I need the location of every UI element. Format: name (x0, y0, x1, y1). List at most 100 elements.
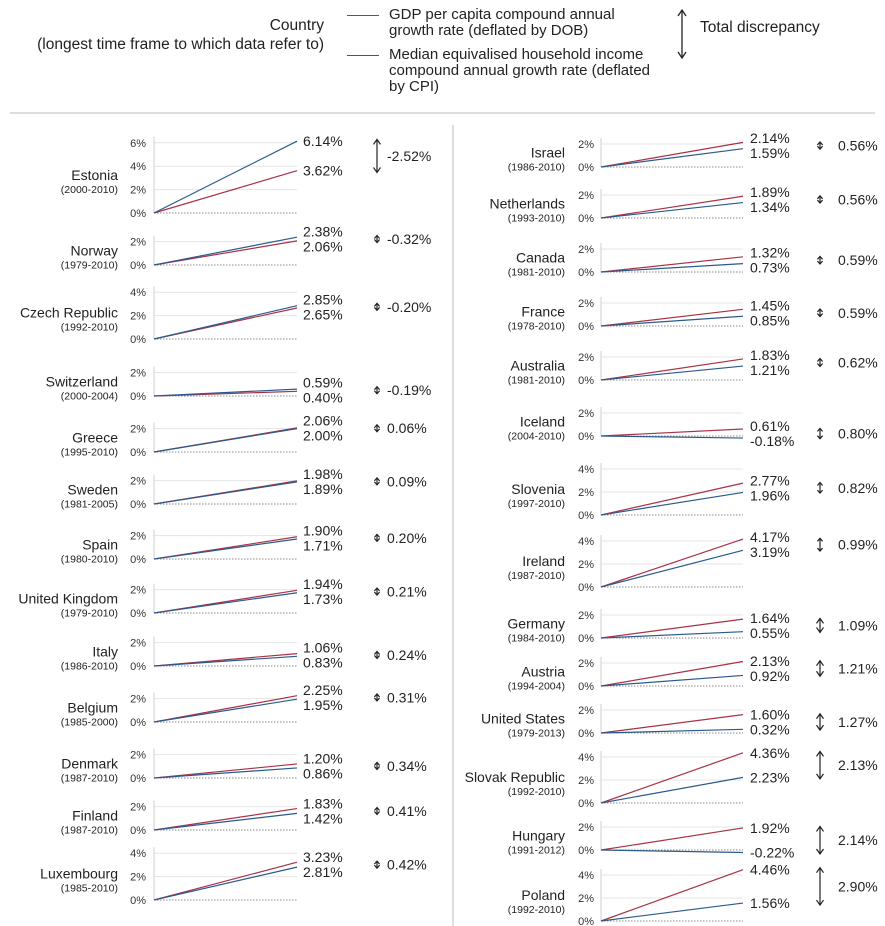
country-name: Israel (531, 145, 565, 161)
country-header-title: Country (269, 17, 324, 34)
country-row-germany: 2% 0% 1.64%0.55% Germany(1984-2010) 1.09% (507, 609, 878, 645)
country-name: Ireland (522, 553, 565, 569)
income-value-label: 0.92% (750, 668, 790, 684)
income-line (600, 315, 744, 327)
legend-discrepancy-icon (677, 8, 687, 60)
discrepancy-arrow-head-up (816, 866, 824, 874)
discrepancy-label: -0.32% (387, 231, 431, 247)
discrepancy-label: 0.56% (838, 191, 878, 207)
gdp-line (600, 538, 744, 588)
discrepancy-label: 2.90% (838, 878, 878, 894)
discrepancy-arrow (816, 427, 824, 440)
discrepancy-arrow-head-down (816, 145, 824, 151)
income-line (153, 481, 298, 505)
country-name: Netherlands (490, 196, 566, 212)
y-tick-label: 0% (578, 375, 594, 387)
country-row-denmark: 2% 0% 1.20%0.86% Denmark(1987-2010) 0.34% (61, 748, 427, 785)
y-tick-label: 0% (130, 661, 146, 673)
income-value-label: 0.85% (750, 312, 790, 328)
discrepancy-arrow (373, 693, 381, 702)
country-name: Germany (507, 616, 565, 632)
y-tick-label: 0% (578, 267, 594, 279)
discrepancy-label: -0.19% (387, 382, 431, 398)
gdp-value-label: 0.61% (750, 418, 790, 434)
discrepancy-arrow (373, 806, 381, 816)
gdp-value-label: 1.98% (303, 466, 343, 482)
country-period: (1978-2010) (508, 321, 565, 333)
gdp-line (600, 482, 744, 516)
gdp-line (153, 861, 298, 901)
discrepancy-arrow-head-up (373, 533, 381, 538)
gdp-value-label: 1.20% (303, 750, 343, 766)
country-row-iceland: 2% 0% 0.61%-0.18% Iceland(2004-2010) 0.80% (508, 407, 878, 449)
country-row-canada: 2% 0% 1.32%0.73% Canada(1981-2010) 0.59% (508, 243, 878, 279)
legend-gdp-swatch (347, 15, 379, 16)
income-line (153, 655, 298, 667)
income-line (600, 148, 744, 168)
y-tick-label: 2% (130, 237, 146, 249)
gdp-line (600, 195, 744, 219)
country-name: Denmark (61, 755, 119, 771)
country-name: Greece (72, 429, 118, 445)
income-line (153, 767, 298, 779)
discrepancy-arrow-head-down (816, 547, 824, 552)
gdp-value-label: 1.45% (750, 297, 790, 313)
country-name: Slovenia (511, 481, 565, 497)
country-name: United Kingdom (18, 590, 118, 606)
gdp-value-label: 1.64% (750, 610, 790, 626)
discrepancy-arrow (816, 866, 824, 907)
country-period: (1991-2012) (508, 845, 565, 857)
discrepancy-arrow (373, 476, 381, 486)
y-tick-label: 2% (578, 610, 594, 622)
country-row-austria: 2% 0% 2.13%0.92% Austria(1994-2004) 1.21% (508, 653, 878, 693)
discrepancy-label: 0.82% (838, 480, 878, 496)
discrepancy-label: 1.27% (838, 714, 878, 730)
y-tick-label: 0% (578, 633, 594, 645)
y-tick-label: 0% (130, 895, 146, 907)
discrepancy-arrow-head-up (373, 476, 381, 482)
discrepancy-label: 0.42% (387, 857, 427, 873)
y-tick-label: 2% (130, 638, 146, 650)
discrepancy-arrow-head-up (373, 138, 381, 145)
discrepancy-arrow-head-up (816, 427, 824, 432)
y-tick-label: 4% (578, 536, 594, 548)
country-period: (1993-2010) (508, 213, 565, 225)
country-name: Czech Republic (20, 305, 118, 321)
y-tick-label: 2% (578, 244, 594, 256)
income-line (153, 236, 298, 266)
country-name: Australia (511, 358, 566, 374)
discrepancy-arrow-head-down (373, 697, 381, 702)
gdp-line (600, 660, 744, 687)
country-period: (1994-2004) (508, 681, 565, 693)
discrepancy-label: 0.59% (838, 252, 878, 268)
y-tick-label: 0% (578, 321, 594, 333)
discrepancy-arrow-head-up (816, 750, 824, 757)
discrepancy-arrow-head-up (373, 423, 381, 429)
income-value-label: 2.23% (750, 769, 790, 785)
country-row-sweden: 2% 0% 1.98%1.89% Sweden(1981-2005) 0.09% (61, 466, 427, 511)
discrepancy-label: 2.13% (838, 757, 878, 773)
country-period: (1997-2010) (508, 498, 565, 510)
discrepancy-label: -2.52% (387, 148, 431, 164)
discrepancy-arrow-head-up (816, 537, 824, 542)
income-value-label: 2.81% (303, 864, 343, 880)
discrepancy-arrow (373, 138, 381, 174)
y-tick-label: 4% (130, 161, 146, 173)
y-tick-label: 4% (578, 752, 594, 764)
gdp-value-label: 2.06% (303, 239, 343, 255)
discrepancy-arrow (816, 712, 824, 732)
income-value-label: 1.56% (750, 895, 790, 911)
discrepancy-arrow (373, 234, 381, 244)
country-row-switzerland: 2% 0% 0.40%0.59% Switzerland(2000-2004) -0.1… (46, 366, 431, 406)
gdp-value-label: 1.32% (750, 245, 790, 261)
discrepancy-arrow (373, 650, 381, 660)
gdp-line (600, 256, 744, 273)
gdp-value-label: 1.06% (303, 639, 343, 655)
country-name: Italy (92, 643, 118, 659)
gdp-value-label: 1.89% (750, 184, 790, 200)
income-value-label: 0.59% (303, 375, 343, 391)
y-tick-label: 0% (130, 554, 146, 566)
gdp-line (600, 827, 744, 851)
gdp-value-label: 4.46% (750, 862, 790, 878)
country-name: Estonia (71, 167, 118, 183)
